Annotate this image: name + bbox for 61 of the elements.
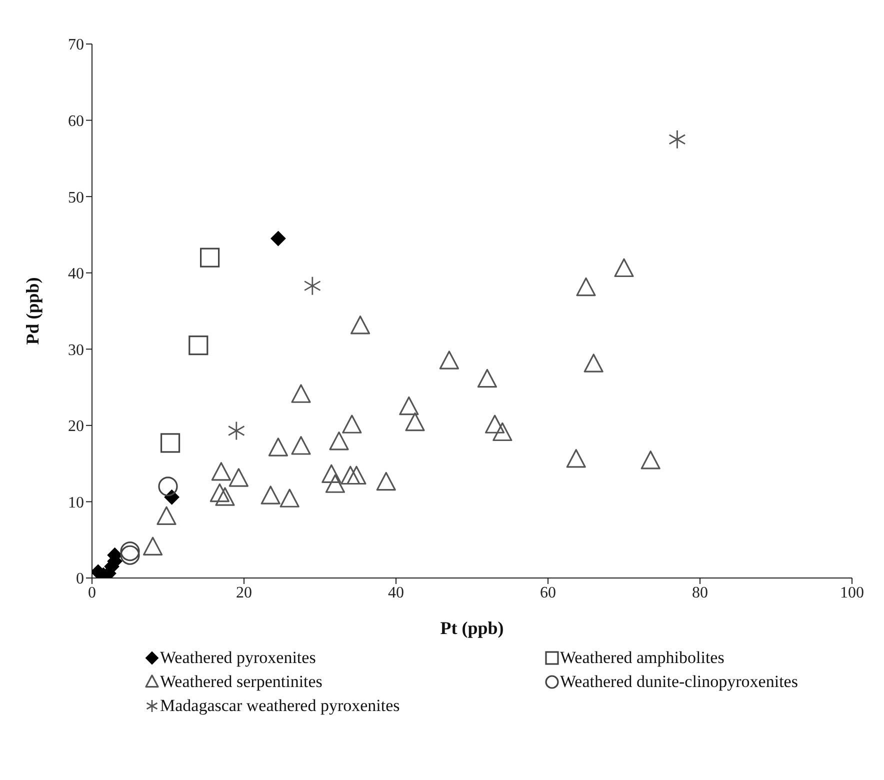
point xyxy=(322,464,342,484)
legend-label: Madagascar weathered pyroxenites xyxy=(160,696,400,716)
point xyxy=(120,545,140,565)
point xyxy=(584,354,604,372)
x-tick-label: 100 xyxy=(840,584,864,602)
x-tick-label: 20 xyxy=(236,584,252,602)
point xyxy=(477,368,497,388)
point xyxy=(566,449,586,468)
point xyxy=(228,421,245,440)
x-tick-label: 40 xyxy=(388,584,404,602)
point xyxy=(340,466,360,485)
point xyxy=(210,483,230,502)
point xyxy=(329,432,349,450)
y-axis-title: Pd (ppb) xyxy=(22,277,42,345)
point xyxy=(291,384,311,403)
point xyxy=(350,316,370,334)
legend-label: Weathered pyroxenites xyxy=(160,648,316,668)
x-axis-title: Pt (ppb) xyxy=(440,618,504,638)
legend-label: Weathered amphibolites xyxy=(560,648,724,668)
y-tick-label: 70 xyxy=(68,36,84,54)
point xyxy=(280,488,300,508)
point xyxy=(399,396,419,416)
x-tick-label: 80 xyxy=(692,584,708,602)
point xyxy=(304,276,321,296)
point xyxy=(492,422,512,442)
point xyxy=(405,412,425,432)
point xyxy=(485,414,505,434)
point xyxy=(614,258,634,278)
point xyxy=(228,468,248,487)
point xyxy=(346,466,366,485)
point xyxy=(640,450,660,470)
point xyxy=(439,350,459,370)
y-tick-label: 50 xyxy=(68,189,84,206)
point xyxy=(376,472,396,491)
point xyxy=(291,436,311,455)
point xyxy=(260,486,280,504)
point xyxy=(200,248,220,268)
y-tick-label: 20 xyxy=(68,418,84,436)
point xyxy=(268,438,288,456)
point xyxy=(158,476,178,496)
point xyxy=(576,277,596,296)
y-tick-label: 0 xyxy=(76,570,84,588)
legend-label: Weathered serpentinites xyxy=(160,672,322,692)
point xyxy=(120,542,140,562)
point xyxy=(325,474,345,493)
point xyxy=(211,462,231,481)
point xyxy=(160,433,180,453)
y-tick-label: 60 xyxy=(68,112,84,130)
legend-label: Weathered dunite-clinopyroxenites xyxy=(560,672,798,692)
y-tick-label: 10 xyxy=(68,494,84,512)
y-tick-label: 30 xyxy=(68,342,84,359)
point xyxy=(270,231,286,246)
point xyxy=(188,336,208,356)
point xyxy=(668,130,686,150)
point xyxy=(215,487,235,506)
point xyxy=(143,536,163,556)
x-tick-label: 60 xyxy=(540,584,556,602)
x-tick-label: 0 xyxy=(88,584,96,602)
point xyxy=(342,414,362,434)
point xyxy=(156,506,176,525)
y-tick-label: 40 xyxy=(68,266,84,283)
